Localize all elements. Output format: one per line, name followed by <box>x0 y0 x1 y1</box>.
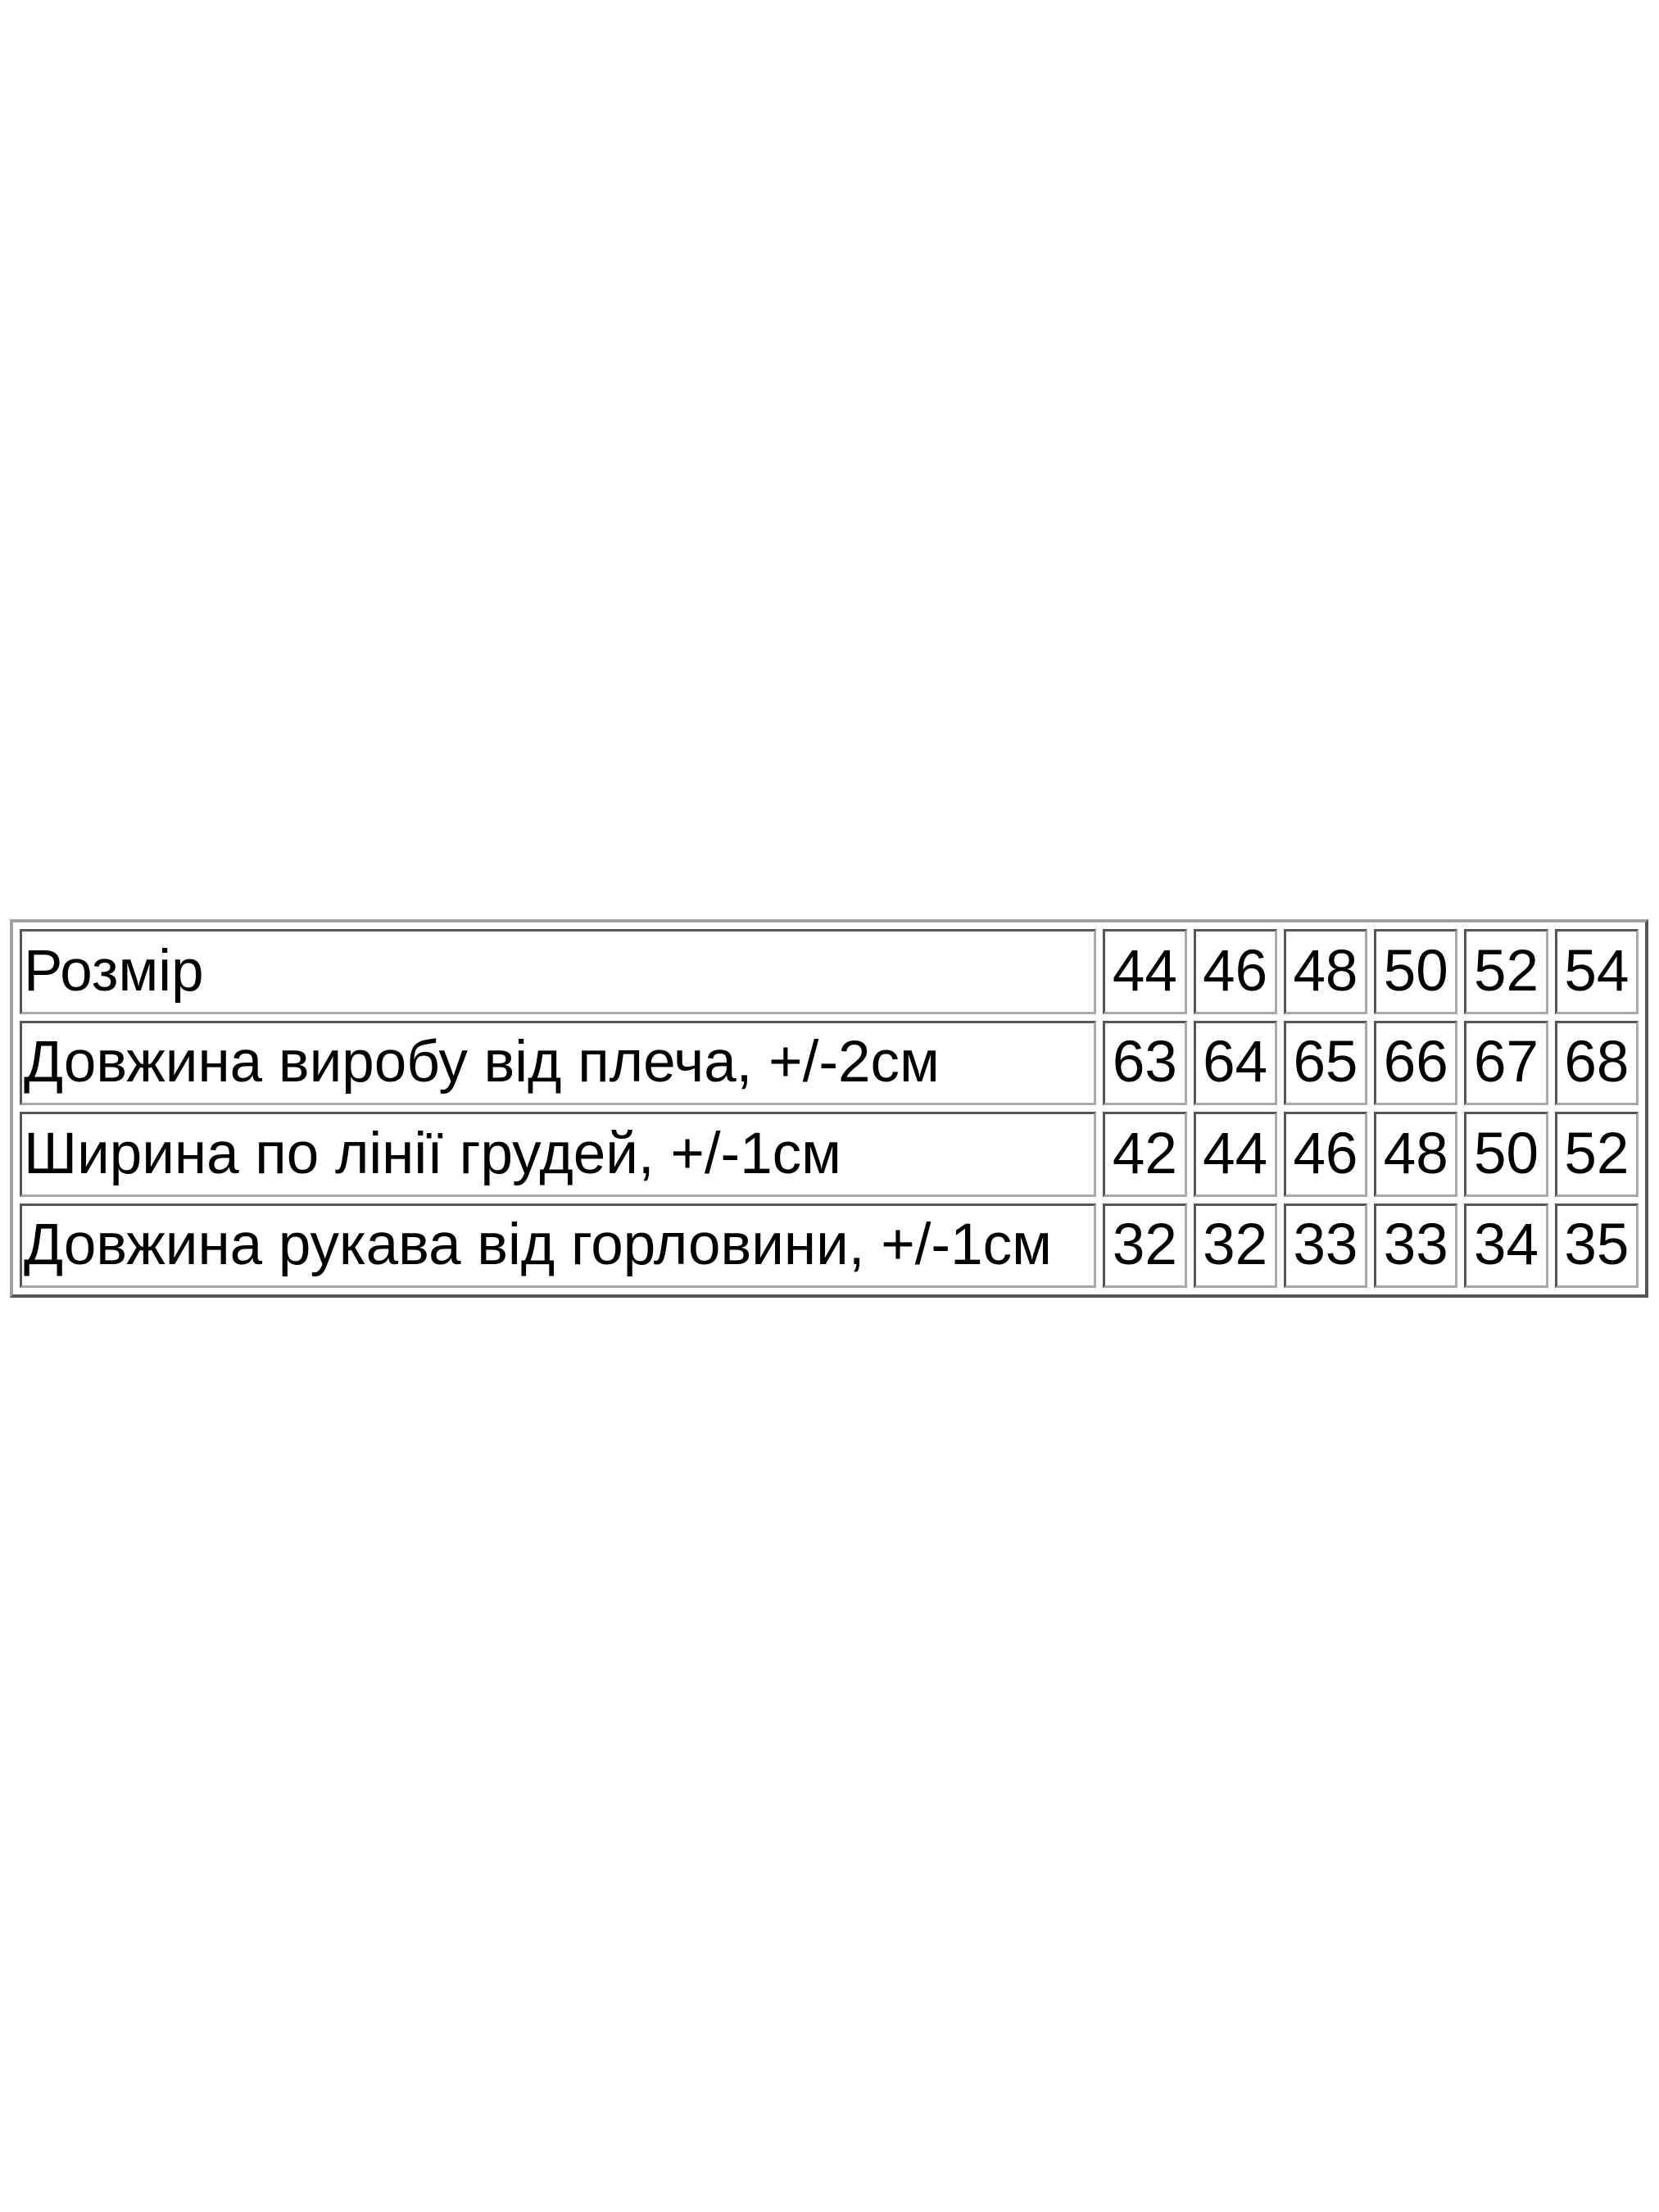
measurement-value-cell: 67 <box>1464 1020 1548 1105</box>
size-chart-table: Розмір 44 46 48 50 52 54 Довжина виробу від пле… <box>10 919 1648 1298</box>
measurement-value-cell: 33 <box>1374 1203 1458 1288</box>
size-value-cell: 54 <box>1554 929 1639 1014</box>
measurement-value-cell: 50 <box>1464 1112 1548 1197</box>
table-row: Ширина по лінії грудей, +/-1см 42 44 46 48 50… <box>20 1112 1639 1197</box>
table-row: Довжина виробу від плеча, +/-2см 63 64 65 66… <box>20 1020 1639 1105</box>
measurement-value-cell: 32 <box>1193 1203 1277 1288</box>
table-row: Довжина рукава від горловини, +/-1см 32 32… <box>20 1203 1639 1288</box>
measurement-value-cell: 33 <box>1283 1203 1368 1288</box>
measurement-label: Ширина по лінії грудей, +/-1см <box>20 1112 1097 1197</box>
measurement-label: Довжина виробу від плеча, +/-2см <box>20 1020 1097 1105</box>
measurement-value-cell: 52 <box>1554 1112 1639 1197</box>
measurement-value-cell: 34 <box>1464 1203 1548 1288</box>
size-header-label: Розмір <box>20 929 1097 1014</box>
measurement-value-cell: 68 <box>1554 1020 1639 1105</box>
size-value-cell: 52 <box>1464 929 1548 1014</box>
measurement-value-cell: 44 <box>1193 1112 1277 1197</box>
size-value-cell: 50 <box>1374 929 1458 1014</box>
measurement-value-cell: 65 <box>1283 1020 1368 1105</box>
measurement-value-cell: 48 <box>1374 1112 1458 1197</box>
size-chart-body: Розмір 44 46 48 50 52 54 Довжина виробу від пле… <box>20 929 1639 1288</box>
measurement-value-cell: 42 <box>1103 1112 1187 1197</box>
measurement-label: Довжина рукава від горловини, +/-1см <box>20 1203 1097 1288</box>
table-row: Розмір 44 46 48 50 52 54 <box>20 929 1639 1014</box>
size-value-cell: 46 <box>1193 929 1277 1014</box>
size-value-cell: 48 <box>1283 929 1368 1014</box>
measurement-value-cell: 32 <box>1103 1203 1187 1288</box>
measurement-value-cell: 35 <box>1554 1203 1639 1288</box>
measurement-value-cell: 46 <box>1283 1112 1368 1197</box>
measurement-value-cell: 64 <box>1193 1020 1277 1105</box>
measurement-value-cell: 66 <box>1374 1020 1458 1105</box>
size-value-cell: 44 <box>1103 929 1187 1014</box>
measurement-value-cell: 63 <box>1103 1020 1187 1105</box>
